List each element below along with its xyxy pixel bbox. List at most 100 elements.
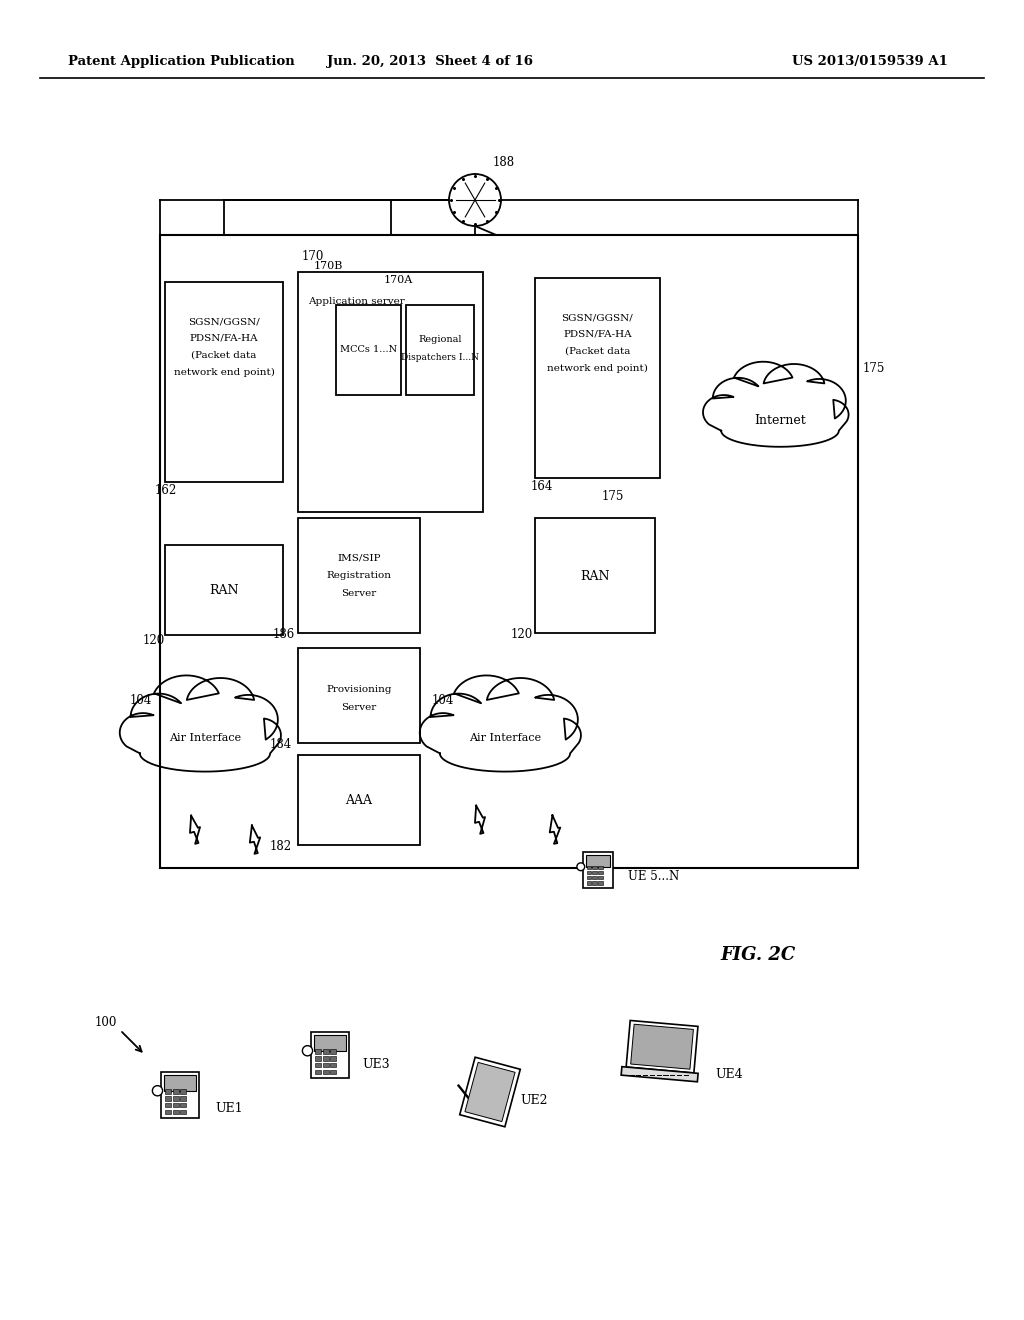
Bar	[598, 871, 603, 874]
Bar	[598, 876, 603, 879]
Bar	[323, 1056, 329, 1060]
Text: 184: 184	[270, 738, 292, 751]
Bar	[165, 282, 283, 482]
Bar	[598, 882, 603, 884]
Text: network end point): network end point)	[173, 367, 274, 376]
Bar	[180, 1089, 186, 1094]
Bar	[173, 1089, 179, 1094]
Polygon shape	[420, 676, 581, 772]
Text: Regional: Regional	[418, 335, 462, 345]
Bar	[315, 1071, 322, 1074]
Text: MCCs 1...N: MCCs 1...N	[340, 346, 397, 355]
Bar	[331, 1063, 336, 1068]
Bar	[587, 882, 591, 884]
Text: FIG. 2C: FIG. 2C	[720, 946, 796, 964]
Text: Air Interface: Air Interface	[469, 733, 541, 743]
Bar	[331, 1071, 336, 1074]
Bar	[587, 871, 591, 874]
Bar	[311, 1032, 349, 1078]
Bar	[593, 871, 597, 874]
Text: Jun. 20, 2013  Sheet 4 of 16: Jun. 20, 2013 Sheet 4 of 16	[327, 55, 534, 69]
Bar	[331, 1056, 336, 1060]
Polygon shape	[120, 676, 281, 772]
Bar	[298, 272, 483, 512]
Text: 175: 175	[601, 490, 624, 503]
Bar	[173, 1104, 179, 1107]
Bar	[165, 1104, 171, 1107]
Bar	[323, 1071, 329, 1074]
Text: 164: 164	[531, 479, 553, 492]
Text: US 2013/0159539 A1: US 2013/0159539 A1	[792, 55, 948, 69]
Text: Application server: Application server	[308, 297, 404, 306]
Bar	[593, 882, 597, 884]
Polygon shape	[631, 1024, 693, 1069]
Bar	[165, 1097, 171, 1101]
Text: 120: 120	[511, 628, 534, 642]
Bar	[587, 876, 591, 879]
Text: network end point): network end point)	[547, 363, 648, 372]
Text: SGSN/GGSN/: SGSN/GGSN/	[188, 318, 260, 326]
Bar	[160, 235, 858, 869]
Text: (Packet data: (Packet data	[565, 346, 630, 355]
Text: 188: 188	[493, 156, 515, 169]
Text: 104: 104	[432, 693, 455, 706]
Text: UE4: UE4	[715, 1068, 742, 1081]
Bar	[165, 1110, 171, 1114]
Circle shape	[449, 174, 501, 226]
Text: IMS/SIP: IMS/SIP	[337, 553, 381, 562]
Text: Air Interface: Air Interface	[169, 733, 241, 743]
Bar	[586, 855, 610, 867]
Polygon shape	[465, 1063, 515, 1122]
Polygon shape	[622, 1067, 698, 1082]
Text: Registration: Registration	[327, 572, 391, 581]
Bar	[598, 866, 603, 869]
Bar	[593, 876, 597, 879]
Circle shape	[153, 1085, 163, 1096]
Bar	[173, 1110, 179, 1114]
Bar	[315, 1063, 322, 1068]
Polygon shape	[703, 362, 849, 446]
Bar	[587, 866, 591, 869]
Text: Provisioning: Provisioning	[327, 685, 392, 694]
Text: SGSN/GGSN/: SGSN/GGSN/	[561, 314, 634, 322]
Bar	[180, 1104, 186, 1107]
Text: 170B: 170B	[314, 261, 343, 271]
Bar	[535, 517, 655, 634]
Text: 104: 104	[130, 693, 153, 706]
Text: UE2: UE2	[520, 1093, 548, 1106]
Bar	[165, 545, 283, 635]
Text: UE3: UE3	[362, 1059, 389, 1072]
Bar	[323, 1063, 329, 1068]
Bar	[315, 1049, 322, 1053]
Text: (Packet data: (Packet data	[191, 351, 257, 359]
Bar	[593, 866, 597, 869]
Bar	[180, 1110, 186, 1114]
Text: 175: 175	[863, 362, 886, 375]
Text: RAN: RAN	[581, 569, 609, 582]
Polygon shape	[460, 1057, 520, 1127]
Text: 120: 120	[143, 634, 165, 647]
Bar	[164, 1074, 196, 1092]
Bar	[535, 279, 660, 478]
Text: 186: 186	[273, 628, 295, 642]
Text: 182: 182	[270, 841, 292, 854]
Bar	[298, 755, 420, 845]
Text: RAN: RAN	[209, 583, 239, 597]
Bar	[331, 1049, 336, 1053]
Bar	[165, 1089, 171, 1094]
Text: AAA: AAA	[345, 793, 373, 807]
Text: UE 5...N: UE 5...N	[628, 870, 679, 883]
Polygon shape	[626, 1020, 698, 1073]
Text: Server: Server	[341, 589, 377, 598]
Text: 170A: 170A	[384, 275, 414, 285]
Text: PDSN/FA-HA: PDSN/FA-HA	[189, 334, 258, 342]
Bar	[323, 1049, 329, 1053]
Text: Patent Application Publication: Patent Application Publication	[68, 55, 295, 69]
Bar	[180, 1097, 186, 1101]
Circle shape	[302, 1045, 312, 1056]
Text: Dispatchers I...N: Dispatchers I...N	[401, 352, 479, 362]
Text: Server: Server	[341, 704, 377, 713]
Text: 100: 100	[95, 1015, 118, 1028]
Circle shape	[577, 863, 585, 871]
Text: 162: 162	[155, 483, 177, 496]
